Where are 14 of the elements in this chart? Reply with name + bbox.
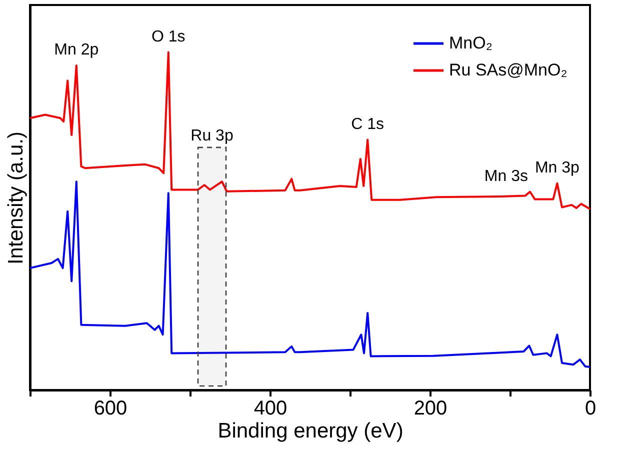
band-label: Ru 3p — [190, 127, 234, 144]
annotation: Mn 2p — [54, 41, 99, 58]
x-tick-label: 200 — [414, 398, 448, 420]
x-tick-label: 600 — [94, 398, 128, 420]
legend-label: Ru SAs@MnO₂ — [449, 60, 568, 80]
x-axis-title: Binding energy (eV) — [218, 420, 404, 442]
annotation: Mn 3p — [534, 159, 580, 176]
x-tick-label: 400 — [254, 398, 288, 420]
annotation: Mn 3s — [484, 168, 528, 185]
legend-label: MnO₂ — [449, 34, 492, 52]
annotation: O 1s — [152, 28, 186, 46]
annotation: C 1s — [351, 116, 384, 133]
x-tick-label: 0 — [584, 398, 596, 420]
y-axis-title: Intensity (a.u.) — [4, 131, 28, 265]
